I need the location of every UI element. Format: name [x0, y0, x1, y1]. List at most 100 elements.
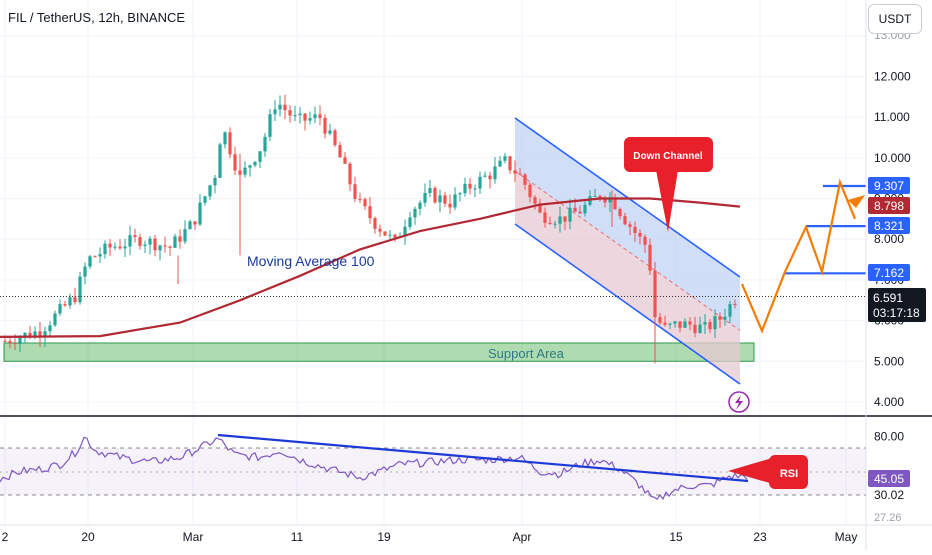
candle-body: [543, 212, 547, 223]
candle-body: [288, 110, 292, 116]
candle-body: [478, 176, 482, 189]
candle-body: [313, 114, 317, 119]
candle-body: [728, 304, 732, 317]
candle-body: [598, 195, 602, 199]
down-channel-lower-fill: [515, 171, 740, 384]
candle-body: [618, 209, 622, 217]
candle-body: [493, 166, 497, 180]
candle-body: [13, 343, 17, 345]
price-tick-label: 8.000: [874, 232, 904, 246]
candle-body: [73, 297, 77, 303]
candle-body: [498, 160, 502, 167]
candle-body: [33, 331, 37, 338]
candle-body: [278, 104, 282, 110]
candle-body: [263, 136, 267, 152]
candle-body: [703, 322, 707, 325]
candle-body: [488, 175, 492, 180]
time-axis[interactable]: 2 20 Mar 11 19 Apr 15 23 May: [0, 524, 932, 544]
down-channel-bottom-line: [514, 223, 741, 385]
time-tick-label: 2: [2, 530, 9, 544]
candle-body: [423, 192, 427, 203]
candle-body: [383, 231, 387, 236]
candle-body: [203, 196, 207, 203]
rsi-trendline: [217, 433, 749, 483]
candle-body: [653, 270, 657, 318]
candle-body: [708, 322, 712, 330]
candle-body: [43, 331, 47, 338]
candle-body: [453, 194, 457, 208]
badge-rsi-value: 45.05: [868, 470, 910, 487]
candle-body: [578, 211, 582, 214]
rsi-tick-partial: 27.26: [874, 512, 902, 524]
candle-body: [638, 232, 642, 237]
candle-body: [548, 222, 552, 224]
candle-body: [508, 156, 512, 171]
candle-body: [573, 207, 577, 212]
symbol-title: FIL / TetherUS, 12h, BINANCE: [8, 10, 185, 25]
candle-body: [663, 322, 667, 325]
candle-body: [513, 170, 517, 174]
candle-body: [108, 243, 112, 248]
candle-body: [228, 132, 232, 155]
time-tick-label: 11: [291, 530, 304, 544]
candle-body: [658, 317, 662, 323]
candle-body: [443, 195, 447, 204]
candle-body: [538, 203, 542, 213]
candle-body: [248, 165, 252, 168]
candle-body: [418, 202, 422, 209]
candle-body: [338, 145, 342, 158]
candle-body: [688, 321, 692, 325]
down-channel-callout: Down Channel: [624, 137, 713, 232]
candle-body: [528, 184, 532, 198]
candle-body: [113, 246, 117, 248]
candle-body: [63, 304, 67, 306]
candle-body: [343, 157, 347, 164]
candle-body: [348, 163, 352, 185]
candle-body: [168, 246, 172, 248]
candle-body: [223, 132, 227, 145]
candle-body: [213, 177, 217, 186]
candle-body: [503, 156, 507, 161]
candle-body: [633, 226, 637, 233]
candle-body: [153, 238, 157, 251]
candle-body: [178, 236, 182, 242]
badge-r3: 9.307: [868, 177, 910, 194]
candle-body: [258, 151, 262, 162]
candle-body: [718, 316, 722, 320]
candle-body: [523, 174, 527, 185]
candle-body: [533, 197, 537, 204]
candle-body: [468, 183, 472, 189]
candle-body: [18, 337, 22, 345]
forecast-path: [740, 178, 857, 334]
lightning-icon[interactable]: [728, 391, 750, 413]
candlestick-series: [3, 94, 737, 364]
down-channel-mid-line: [514, 170, 741, 331]
candle-body: [603, 198, 607, 203]
candle-body: [673, 321, 677, 324]
price-tick-label: 12.000: [874, 69, 911, 83]
svg-text:45.05: 45.05: [874, 472, 904, 486]
candle-body: [473, 188, 477, 190]
candle-body: [158, 245, 162, 251]
candle-body: [308, 118, 312, 121]
candle-body: [393, 234, 397, 238]
candle-body: [463, 183, 467, 194]
candle-body: [8, 341, 12, 344]
candle-body: [148, 238, 152, 245]
badge-r1: 7.162: [868, 264, 910, 281]
candle-body: [643, 236, 647, 245]
candle-body: [613, 197, 617, 210]
candle-body: [123, 246, 127, 249]
candle-body: [593, 195, 597, 197]
down-channel-upper-fill: [515, 118, 740, 331]
currency-button[interactable]: USDT: [868, 4, 922, 34]
candle-body: [623, 216, 627, 225]
rsi-pane: RSI: [0, 433, 866, 501]
price-tick-label: 5.000: [874, 354, 904, 368]
candle-body: [268, 114, 272, 137]
time-tick-label: 19: [377, 530, 391, 544]
candle-body: [273, 109, 277, 115]
rsi-tick-label: 30.02: [874, 488, 904, 502]
svg-text:6.591: 6.591: [873, 291, 903, 305]
